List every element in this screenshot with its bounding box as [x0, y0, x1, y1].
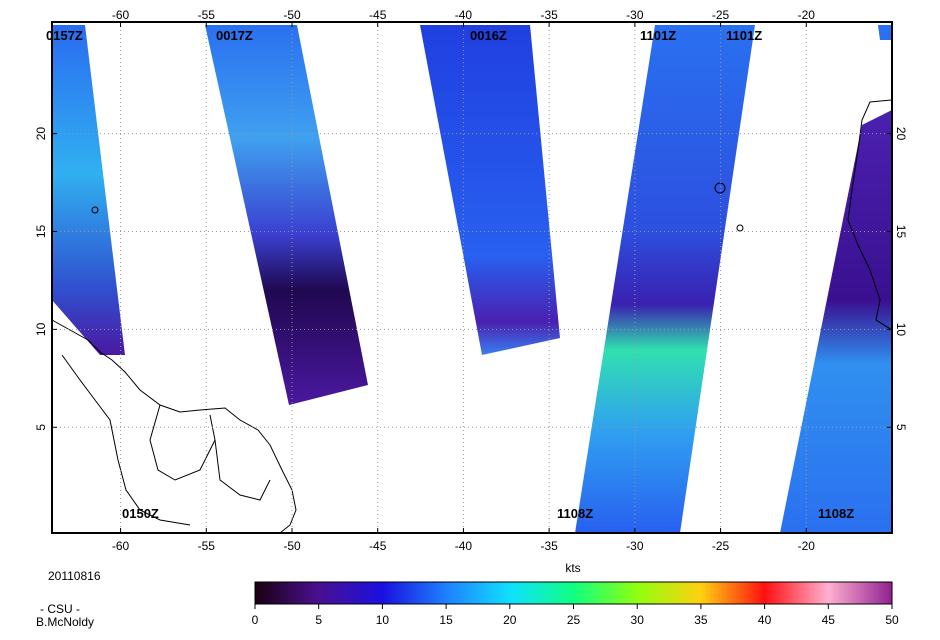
island	[714, 182, 726, 194]
colorbar-tick-label: 5	[315, 613, 322, 627]
lon-label: -30	[626, 539, 644, 553]
lat-label: 5	[34, 424, 48, 431]
pass-time: 1101Z	[726, 28, 762, 43]
border	[149, 404, 216, 481]
date: 20110816	[48, 569, 101, 583]
lon-label: -55	[198, 8, 216, 22]
pass-time: 1101Z	[640, 28, 676, 43]
lat-label: 15	[894, 225, 908, 239]
colorbar-tick-label: 50	[885, 613, 899, 627]
lon-label: -60	[112, 8, 130, 22]
lon-label: -50	[283, 8, 301, 22]
colorbar-tick-label: 35	[694, 613, 708, 627]
lat-label: 5	[894, 424, 908, 431]
lon-label: -40	[455, 539, 473, 553]
lat-label: 20	[34, 127, 48, 141]
lon-label: -55	[198, 539, 216, 553]
lon-label: -35	[540, 539, 558, 553]
lon-label: -45	[369, 539, 387, 553]
lon-label: -50	[283, 539, 301, 553]
lat-label: 10	[894, 323, 908, 337]
pass-time: 1108Z	[557, 506, 593, 521]
colorbar-tick-label: 45	[822, 613, 836, 627]
pass-time: 0017Z	[216, 28, 253, 43]
border	[214, 439, 271, 501]
colorbar	[254, 581, 893, 605]
lon-label: -25	[712, 8, 730, 22]
colorbar-tick-label: 20	[503, 613, 517, 627]
lon-label: -25	[712, 539, 730, 553]
border	[61, 354, 191, 526]
pass-time: 0150Z	[122, 506, 159, 521]
pass-time: 0016Z	[470, 28, 507, 43]
swath	[575, 25, 755, 533]
colorbar-tick-label: 15	[439, 613, 453, 627]
colorbar-tick-label: 40	[758, 613, 772, 627]
pass-time: 0157Z	[46, 28, 83, 43]
colorbar-tick-label: 25	[567, 613, 581, 627]
swath	[205, 25, 368, 405]
island	[736, 224, 744, 232]
lon-label: -20	[798, 8, 816, 22]
swath	[780, 110, 892, 533]
swath	[420, 25, 560, 355]
swaths	[52, 25, 892, 533]
lon-label: -20	[798, 539, 816, 553]
lat-label: 20	[894, 127, 908, 141]
island	[91, 206, 99, 214]
colorbar-tick-label: 0	[252, 613, 259, 627]
lon-label: -30	[626, 8, 644, 22]
swath	[878, 25, 892, 40]
colorbar-tick-label: 30	[631, 613, 645, 627]
labels: -60 -60 -55 -55 -50 -50 -45 -45 -40 -40 -35 -35 -30 -…	[34, 8, 908, 553]
credit: - CSU -	[40, 602, 80, 616]
lon-label: -60	[112, 539, 130, 553]
lon-label: -35	[540, 8, 558, 22]
colorbar-tick-label: 10	[376, 613, 390, 627]
colorbar-label: kts	[565, 561, 580, 575]
credit: B.McNoldy	[36, 615, 94, 629]
lon-label: -45	[369, 8, 387, 22]
map-frame	[51, 21, 893, 534]
lat-label: 10	[34, 322, 48, 336]
coastline	[51, 319, 297, 534]
colorbar-ticks: 0 5 10 15 20 25 30 35 40 45 50	[252, 604, 899, 627]
lat-label: 15	[34, 224, 48, 238]
swath	[52, 25, 125, 355]
lon-label: -40	[455, 8, 473, 22]
pass-time: 1108Z	[818, 506, 854, 521]
coastline	[847, 99, 893, 331]
